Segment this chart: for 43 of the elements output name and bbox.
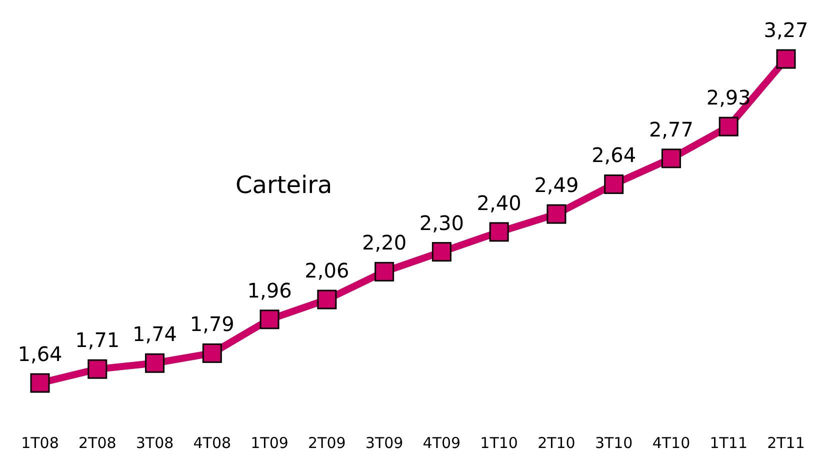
x-tick-label: 1T09	[250, 434, 288, 451]
point	[661, 148, 681, 168]
point	[718, 116, 738, 136]
point	[374, 262, 394, 282]
point	[260, 310, 280, 330]
x-tick-label: 1T10	[480, 434, 518, 451]
data-label: 2,77	[648, 117, 694, 142]
point	[202, 343, 222, 363]
point	[489, 222, 509, 242]
x-tick-label: 3T08	[136, 434, 174, 451]
x-tick-label: 3T10	[594, 434, 633, 451]
point	[317, 290, 337, 310]
data-label: 1,74	[132, 322, 178, 346]
data-label: 1,64	[18, 342, 62, 366]
x-tick-label: 2T10	[538, 434, 576, 451]
point	[432, 242, 452, 262]
data-label: 2,06	[304, 258, 350, 283]
x-tick-label: 4T10	[652, 434, 690, 451]
x-tick-label: 4T08	[193, 434, 232, 451]
data-label: 2,93	[706, 86, 751, 110]
data-label: 2,40	[476, 190, 522, 215]
x-tick-label: 4T09	[422, 434, 461, 451]
data-label: 2,30	[419, 210, 464, 235]
point	[88, 359, 108, 379]
x-tick-label: 2T08	[78, 434, 116, 451]
data-label: 1,71	[75, 328, 120, 352]
point	[776, 49, 796, 69]
x-tick-label: 1T08	[21, 434, 59, 451]
point	[145, 353, 165, 373]
data-label: 1,96	[247, 278, 292, 302]
data-label: 2,20	[362, 230, 407, 255]
data-label: 2,49	[534, 173, 579, 198]
data-label: 2,64	[592, 143, 636, 168]
x-tick-label: 2T09	[308, 434, 346, 451]
x-tick-label: 1T11	[710, 434, 748, 451]
text: Carteira	[236, 171, 332, 199]
data-label: 1,79	[190, 312, 234, 336]
x-tick-label: 2T11	[767, 434, 805, 451]
data-label: 3,27	[764, 18, 808, 42]
point	[604, 174, 624, 194]
point	[546, 204, 566, 224]
x-tick-label: 3T09	[365, 434, 404, 451]
point	[30, 373, 50, 393]
